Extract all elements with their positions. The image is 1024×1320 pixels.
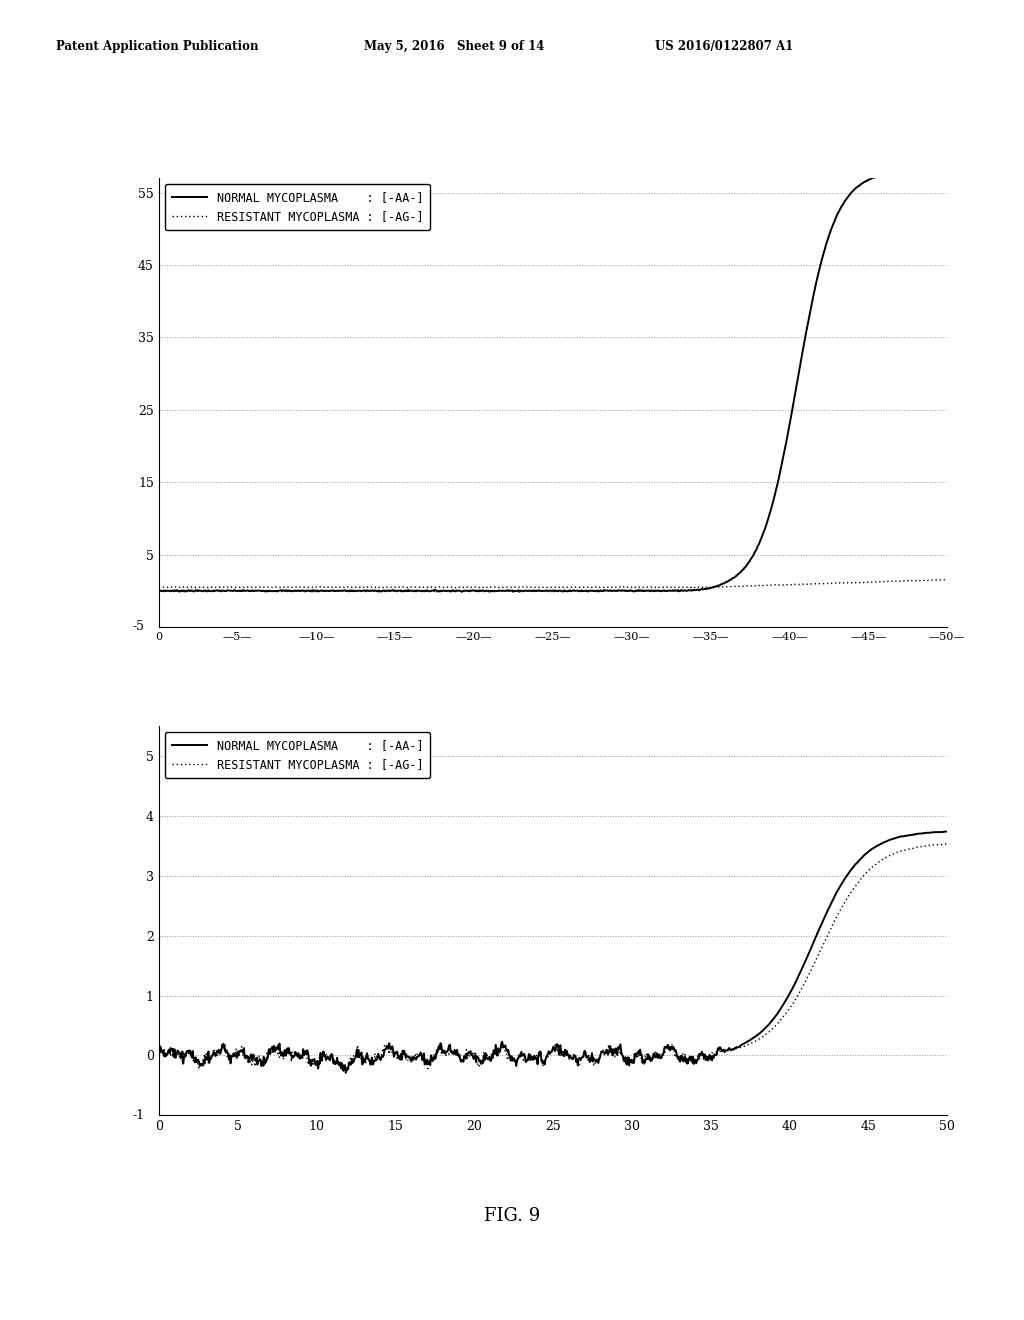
Text: -5: -5 — [132, 620, 144, 634]
Legend: NORMAL MYCOPLASMA    : [-AA-], RESISTANT MYCOPLASMA : [-AG-]: NORMAL MYCOPLASMA : [-AA-], RESISTANT MY… — [165, 183, 430, 230]
Text: May 5, 2016   Sheet 9 of 14: May 5, 2016 Sheet 9 of 14 — [364, 40, 544, 53]
Legend: NORMAL MYCOPLASMA    : [-AA-], RESISTANT MYCOPLASMA : [-AG-]: NORMAL MYCOPLASMA : [-AA-], RESISTANT MY… — [165, 731, 430, 777]
Text: FIG. 9: FIG. 9 — [484, 1206, 540, 1225]
Text: US 2016/0122807 A1: US 2016/0122807 A1 — [655, 40, 794, 53]
Text: Patent Application Publication: Patent Application Publication — [56, 40, 259, 53]
Text: -1: -1 — [132, 1109, 144, 1122]
